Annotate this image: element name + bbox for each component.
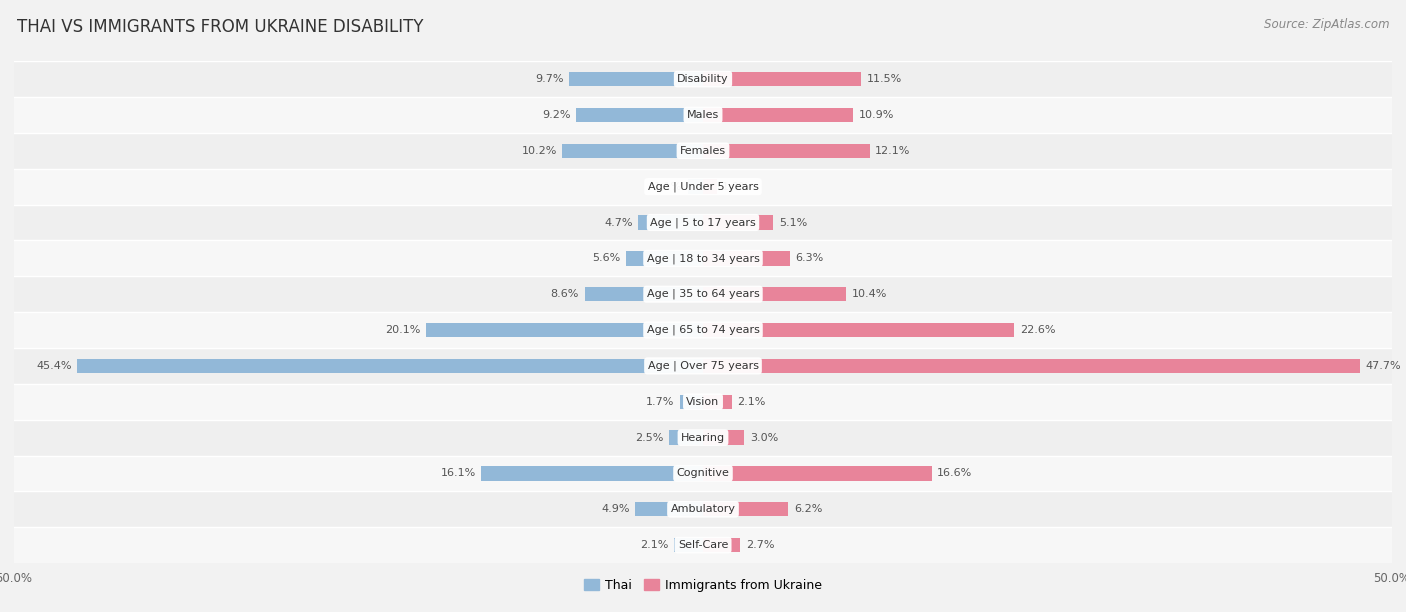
Text: 1.1%: 1.1% [654, 182, 682, 192]
Bar [703, 323, 1014, 337]
Bar [14, 133, 1392, 169]
Text: 4.7%: 4.7% [605, 217, 633, 228]
Text: 12.1%: 12.1% [875, 146, 911, 156]
Legend: Thai, Immigrants from Ukraine: Thai, Immigrants from Ukraine [578, 574, 828, 597]
Bar [562, 144, 703, 158]
Text: Hearing: Hearing [681, 433, 725, 442]
Bar [14, 97, 1392, 133]
Text: Source: ZipAtlas.com: Source: ZipAtlas.com [1264, 18, 1389, 31]
Text: 2.1%: 2.1% [738, 397, 766, 407]
Text: 2.5%: 2.5% [634, 433, 664, 442]
Text: 11.5%: 11.5% [868, 74, 903, 84]
Bar [679, 395, 703, 409]
Bar [426, 323, 703, 337]
Bar [14, 348, 1392, 384]
Bar [703, 108, 853, 122]
Bar [576, 108, 703, 122]
Text: 22.6%: 22.6% [1019, 325, 1056, 335]
Text: Age | 18 to 34 years: Age | 18 to 34 years [647, 253, 759, 264]
Text: Age | 35 to 64 years: Age | 35 to 64 years [647, 289, 759, 299]
Text: Age | 5 to 17 years: Age | 5 to 17 years [650, 217, 756, 228]
Text: 10.9%: 10.9% [859, 110, 894, 120]
Bar [14, 455, 1392, 491]
Bar [636, 502, 703, 517]
Text: Self-Care: Self-Care [678, 540, 728, 550]
Text: 16.6%: 16.6% [938, 468, 973, 479]
Text: 20.1%: 20.1% [385, 325, 420, 335]
Text: 6.2%: 6.2% [794, 504, 823, 514]
Text: 9.7%: 9.7% [536, 74, 564, 84]
Text: 4.9%: 4.9% [602, 504, 630, 514]
Bar [703, 72, 862, 86]
Bar [14, 420, 1392, 455]
Text: 9.2%: 9.2% [543, 110, 571, 120]
Bar [703, 502, 789, 517]
Bar [14, 241, 1392, 276]
Text: Disability: Disability [678, 74, 728, 84]
Bar [14, 276, 1392, 312]
Text: 5.1%: 5.1% [779, 217, 807, 228]
Text: Age | 65 to 74 years: Age | 65 to 74 years [647, 325, 759, 335]
Text: 3.0%: 3.0% [749, 433, 778, 442]
Bar [703, 251, 790, 266]
Text: 10.4%: 10.4% [852, 289, 887, 299]
Bar [14, 169, 1392, 204]
Text: 1.7%: 1.7% [645, 397, 673, 407]
Bar [669, 430, 703, 445]
Bar [703, 144, 870, 158]
Text: 47.7%: 47.7% [1365, 361, 1402, 371]
Text: 2.7%: 2.7% [745, 540, 775, 550]
Bar [626, 251, 703, 266]
Text: 2.1%: 2.1% [640, 540, 669, 550]
Text: THAI VS IMMIGRANTS FROM UKRAINE DISABILITY: THAI VS IMMIGRANTS FROM UKRAINE DISABILI… [17, 18, 423, 36]
Bar [703, 215, 773, 230]
Text: 6.3%: 6.3% [796, 253, 824, 263]
Text: Ambulatory: Ambulatory [671, 504, 735, 514]
Text: 16.1%: 16.1% [440, 468, 475, 479]
Text: Males: Males [688, 110, 718, 120]
Bar [703, 430, 744, 445]
Text: Vision: Vision [686, 397, 720, 407]
Bar [688, 179, 703, 194]
Bar [14, 204, 1392, 241]
Bar [569, 72, 703, 86]
Bar [585, 287, 703, 301]
Bar [14, 491, 1392, 527]
Bar [703, 466, 932, 480]
Text: 8.6%: 8.6% [551, 289, 579, 299]
Bar [703, 395, 733, 409]
Bar [77, 359, 703, 373]
Bar [14, 61, 1392, 97]
Text: Age | Over 75 years: Age | Over 75 years [648, 360, 758, 371]
Text: 10.2%: 10.2% [522, 146, 557, 156]
Bar [703, 359, 1360, 373]
Bar [14, 384, 1392, 420]
Bar [673, 538, 703, 552]
Text: 5.6%: 5.6% [592, 253, 620, 263]
Text: Cognitive: Cognitive [676, 468, 730, 479]
Text: Females: Females [681, 146, 725, 156]
Bar [14, 527, 1392, 563]
Text: 45.4%: 45.4% [37, 361, 72, 371]
Bar [14, 312, 1392, 348]
Bar [703, 538, 740, 552]
Bar [481, 466, 703, 480]
Bar [638, 215, 703, 230]
Bar [703, 287, 846, 301]
Text: Age | Under 5 years: Age | Under 5 years [648, 181, 758, 192]
Text: 1.0%: 1.0% [723, 182, 751, 192]
Bar [703, 179, 717, 194]
